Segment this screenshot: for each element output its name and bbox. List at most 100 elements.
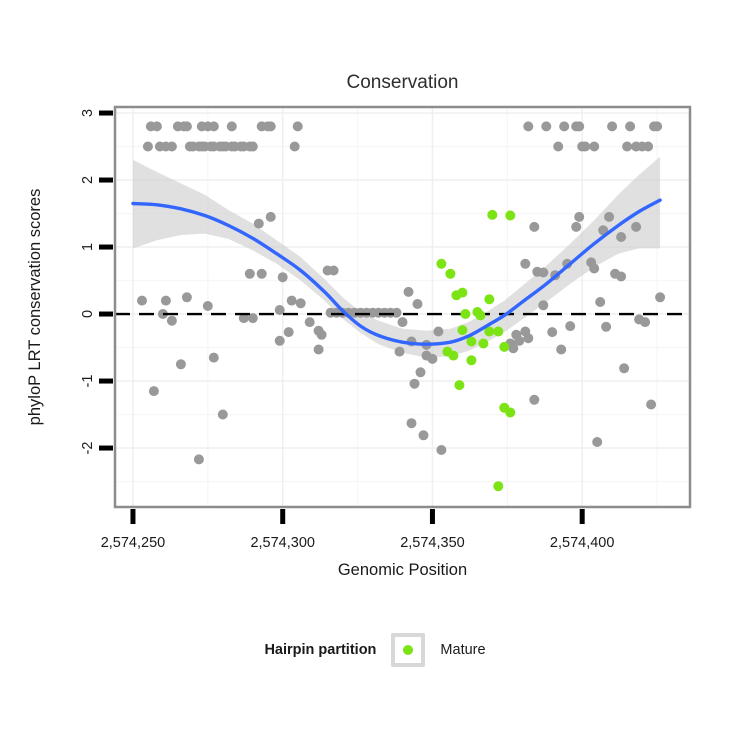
data-point xyxy=(580,141,591,152)
mature-data-point xyxy=(493,326,504,337)
data-point xyxy=(655,292,666,303)
y-tick-label: -2 xyxy=(80,442,96,455)
data-point xyxy=(418,430,429,441)
x-axis-title: Genomic Position xyxy=(338,561,467,579)
data-point xyxy=(571,221,582,232)
legend: Hairpin partition Mature xyxy=(0,633,750,667)
mature-data-point xyxy=(499,341,510,352)
data-point xyxy=(283,327,294,338)
data-point xyxy=(286,295,297,306)
data-point xyxy=(529,394,540,405)
data-point xyxy=(559,121,570,132)
data-point xyxy=(238,313,249,324)
mature-data-point xyxy=(454,380,465,391)
data-point xyxy=(181,121,192,132)
mature-data-point xyxy=(484,294,495,305)
confidence-band xyxy=(133,156,661,358)
data-point xyxy=(253,218,264,229)
data-point xyxy=(604,211,615,222)
mature-data-point xyxy=(460,309,471,319)
data-point xyxy=(316,329,327,340)
data-point xyxy=(328,265,339,276)
data-point xyxy=(208,352,219,363)
mature-data-point xyxy=(466,355,477,366)
mature-data-point xyxy=(466,336,477,347)
data-point xyxy=(652,121,663,132)
data-point xyxy=(538,300,549,311)
data-point xyxy=(529,221,540,232)
mature-data-point xyxy=(478,338,489,349)
data-point xyxy=(247,141,258,152)
data-point xyxy=(616,271,627,282)
data-point xyxy=(574,121,585,132)
data-point xyxy=(265,121,276,132)
data-point xyxy=(625,121,636,132)
data-point xyxy=(397,317,408,328)
data-point xyxy=(274,305,285,315)
data-point xyxy=(217,409,228,420)
data-point xyxy=(592,437,603,447)
mature-points xyxy=(436,209,516,492)
data-point xyxy=(433,326,444,337)
data-point xyxy=(421,350,432,361)
mature-data-point xyxy=(475,310,486,321)
panel-border xyxy=(113,105,692,509)
mature-data-point xyxy=(484,326,495,337)
data-point xyxy=(574,211,585,222)
y-tick-label: 2 xyxy=(80,176,96,184)
data-point xyxy=(640,317,651,328)
data-point xyxy=(193,454,204,465)
data-point xyxy=(160,295,171,306)
plot-title: Conservation xyxy=(346,72,459,93)
y-tick-label: 0 xyxy=(80,310,96,318)
mature-data-point xyxy=(448,350,459,361)
data-point xyxy=(247,313,258,324)
data-point xyxy=(436,445,447,455)
axes: -2 -1 0 1 2 3 2,574,250 2,574,300 2,574,350 2,574… xyxy=(80,109,615,551)
legend-title: Hairpin partition xyxy=(264,642,377,658)
data-point xyxy=(523,121,534,132)
data-point xyxy=(256,268,267,279)
data-point xyxy=(391,307,402,318)
data-point xyxy=(553,141,564,152)
data-point xyxy=(274,335,285,346)
data-point xyxy=(175,359,186,370)
data-point xyxy=(523,333,534,344)
data-point xyxy=(304,317,315,328)
data-point xyxy=(415,367,426,378)
legend-item-mature: Mature xyxy=(440,642,486,658)
y-tick-label: -1 xyxy=(80,375,96,388)
data-point xyxy=(148,386,159,397)
mature-data-point xyxy=(457,325,468,336)
data-point xyxy=(142,141,153,152)
x-tick-label: 2,574,250 xyxy=(101,535,166,551)
x-tick-label: 2,574,350 xyxy=(400,535,465,551)
mature-point-icon xyxy=(403,645,414,655)
data-point xyxy=(538,267,549,278)
data-point xyxy=(514,335,525,346)
data-point xyxy=(643,141,654,152)
data-point xyxy=(394,346,405,357)
data-point xyxy=(412,299,423,309)
mature-data-point xyxy=(493,481,504,492)
data-point xyxy=(151,121,162,132)
data-point xyxy=(646,399,657,410)
data-point xyxy=(589,263,600,274)
data-point xyxy=(547,327,558,338)
data-point xyxy=(295,298,306,309)
data-point xyxy=(137,295,147,306)
mature-data-point xyxy=(505,407,516,418)
mature-data-point xyxy=(445,268,456,279)
data-point xyxy=(616,232,627,242)
data-point xyxy=(631,221,642,232)
data-point xyxy=(601,321,612,332)
data-point xyxy=(277,272,288,283)
y-tick-label: 3 xyxy=(80,109,96,117)
data-point xyxy=(202,301,213,311)
x-tick-label: 2,574,300 xyxy=(250,535,315,551)
mature-data-point xyxy=(436,258,447,269)
data-point xyxy=(565,321,576,332)
plot-panel xyxy=(115,107,690,507)
